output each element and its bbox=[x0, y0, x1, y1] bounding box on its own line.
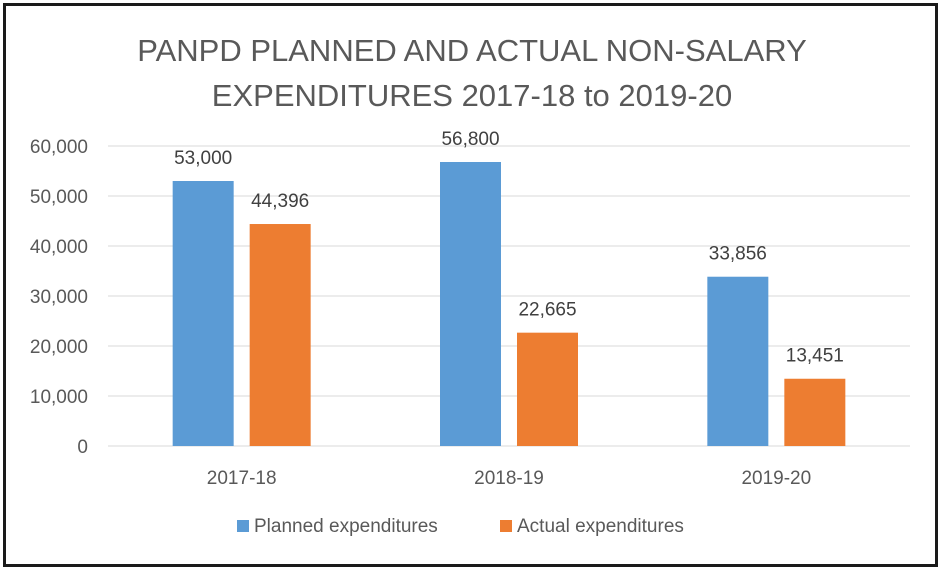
chart-title-line-1: PANPD PLANNED AND ACTUAL NON-SALARY bbox=[137, 33, 807, 68]
y-tick-label: 60,000 bbox=[30, 137, 88, 158]
bar-actual-expenditures bbox=[784, 378, 846, 446]
x-tick-label: 2017-18 bbox=[207, 468, 277, 489]
legend: Planned expenditures Actual expenditures bbox=[237, 516, 684, 537]
bars bbox=[172, 162, 846, 446]
y-tick-label: 20,000 bbox=[30, 337, 88, 358]
bar-planned-expenditures bbox=[440, 162, 501, 446]
bar-actual-expenditures bbox=[249, 224, 311, 446]
y-tick-label: 10,000 bbox=[30, 387, 88, 408]
data-label: 53,000 bbox=[174, 148, 232, 169]
gridlines bbox=[108, 145, 910, 447]
y-tick-label: 50,000 bbox=[30, 187, 88, 208]
bar-planned-expenditures bbox=[707, 276, 769, 446]
data-label: 44,396 bbox=[251, 191, 309, 212]
bar-planned-expenditures bbox=[172, 181, 234, 446]
legend-swatch bbox=[500, 520, 512, 532]
y-tick-label: 30,000 bbox=[30, 287, 88, 308]
x-tick-label: 2019-20 bbox=[741, 468, 811, 489]
data-label: 22,665 bbox=[518, 300, 576, 321]
legend-label: Actual expenditures bbox=[517, 516, 684, 537]
legend-swatch bbox=[237, 520, 249, 532]
data-label: 33,856 bbox=[709, 244, 767, 265]
bar-actual-expenditures bbox=[517, 332, 578, 446]
y-tick-label: 0 bbox=[77, 437, 88, 458]
y-axis-ticks: 0 10,000 20,000 30,000 40,000 50,000 60,000 bbox=[30, 137, 88, 458]
data-labels: 53,000 44,396 56,800 22,665 33,856 13,451 bbox=[174, 129, 844, 367]
x-axis-ticks: 2017-18 2018-19 2019-20 bbox=[207, 468, 811, 489]
legend-label: Planned expenditures bbox=[254, 516, 438, 537]
x-tick-label: 2018-19 bbox=[474, 468, 544, 489]
y-tick-label: 40,000 bbox=[30, 237, 88, 258]
chart-title-line-2: EXPENDITURES 2017-18 to 2019-20 bbox=[212, 78, 732, 113]
data-label: 56,800 bbox=[441, 129, 499, 150]
data-label: 13,451 bbox=[786, 346, 844, 367]
